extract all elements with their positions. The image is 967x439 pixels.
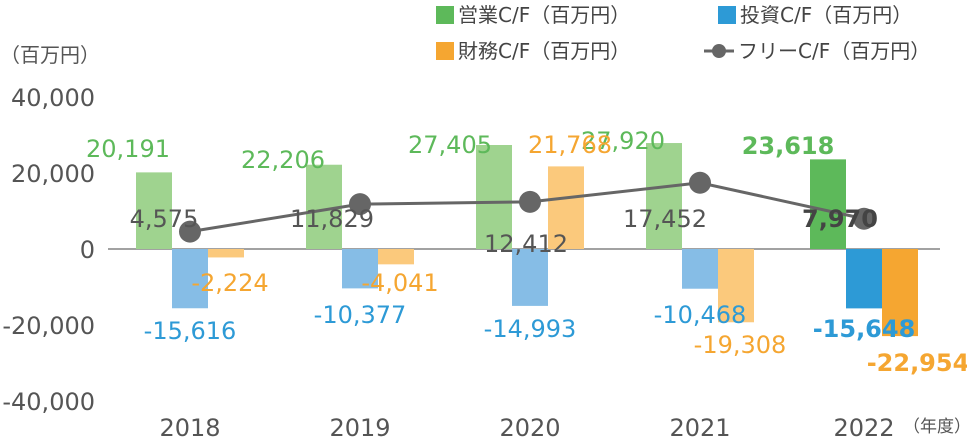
bar — [512, 249, 548, 306]
bar — [548, 166, 584, 249]
legend-swatch — [436, 6, 454, 24]
data-label: -22,954 — [867, 349, 967, 377]
bar — [172, 249, 208, 309]
free-cf-marker — [179, 220, 201, 243]
legend-swatch — [718, 6, 736, 24]
y-axis-unit-label: （百万円） — [0, 43, 100, 67]
free-cf-line-group — [179, 171, 875, 243]
data-label: 17,452 — [623, 205, 707, 233]
bar — [882, 249, 918, 337]
data-label: -14,993 — [484, 315, 577, 343]
x-tick-label: 2022 — [833, 414, 894, 439]
data-label: -4,041 — [361, 269, 438, 297]
free-cf-marker — [689, 171, 711, 194]
data-label: 27,405 — [408, 131, 492, 159]
y-tick-label: -20,000 — [2, 312, 95, 340]
bar — [810, 159, 846, 249]
y-axis-ticks: 40,000 20,000 0 -20,000 -40,000 — [2, 84, 95, 416]
data-label: 11,829 — [290, 205, 374, 233]
bar — [476, 144, 512, 249]
legend-label: フリーC/F（百万円） — [738, 39, 930, 63]
free-cf-marker — [349, 193, 371, 216]
legend-label: 営業C/F（百万円） — [458, 3, 630, 27]
x-axis-ticks: 2018 2019 2020 2021 2022 — [159, 414, 894, 439]
data-label: -15,648 — [813, 315, 916, 343]
y-tick-label: -40,000 — [2, 388, 95, 416]
data-label: 27,920 — [581, 127, 665, 155]
y-tick-label: 40,000 — [11, 84, 95, 112]
data-label: -2,224 — [191, 269, 268, 297]
bar — [342, 249, 378, 289]
x-tick-label: 2020 — [499, 414, 560, 439]
data-label: 7,970 — [802, 205, 878, 233]
x-axis-unit-label: （年度） — [903, 417, 967, 437]
data-label: 22,206 — [241, 146, 325, 174]
x-tick-label: 2019 — [329, 414, 390, 439]
data-label: 4,575 — [130, 205, 199, 233]
bar — [682, 249, 718, 289]
y-tick-label: 0 — [80, 236, 95, 264]
data-label: 20,191 — [86, 135, 170, 163]
bar — [718, 249, 754, 323]
data-label: 12,412 — [484, 230, 568, 258]
bar — [136, 172, 172, 249]
legend-label: 投資C/F（百万円） — [740, 3, 912, 27]
bar — [208, 249, 244, 258]
legend-label: 財務C/F（百万円） — [458, 39, 630, 63]
y-tick-label: 20,000 — [11, 160, 95, 188]
data-label: -19,308 — [694, 331, 787, 359]
legend-swatch — [436, 42, 454, 60]
data-label: -15,616 — [144, 317, 237, 345]
bar — [846, 249, 882, 309]
free-cf-marker — [853, 207, 875, 230]
free-cf-marker — [519, 190, 541, 213]
data-label: 23,618 — [742, 132, 835, 160]
bar — [646, 143, 682, 249]
x-tick-label: 2018 — [159, 414, 220, 439]
data-labels: 20,191 22,206 27,405 27,920 23,618 -15,616 -10… — [86, 127, 967, 377]
data-label: -10,377 — [314, 301, 407, 329]
x-tick-label: 2021 — [669, 414, 730, 439]
legend: 営業C/F（百万円） 投資C/F（百万円） 財務C/F（百万円） フリーC/F（百万円… — [436, 3, 930, 63]
bar — [378, 249, 414, 265]
data-label: -10,468 — [654, 301, 747, 329]
bars — [136, 143, 918, 337]
data-label: 21,768 — [528, 131, 612, 159]
legend-marker-swatch — [712, 44, 726, 58]
